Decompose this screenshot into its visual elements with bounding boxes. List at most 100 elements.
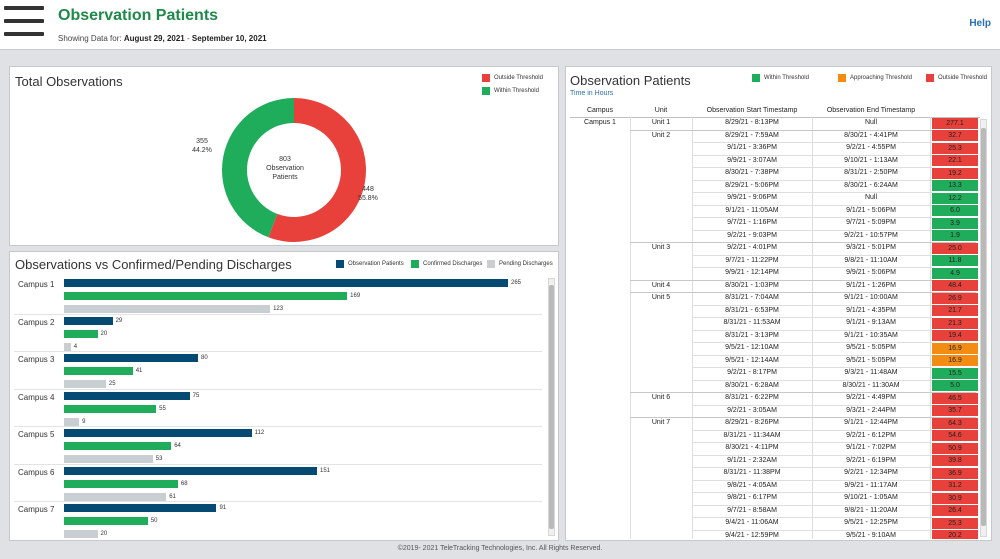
- start-timestamp-cell: 8/29/21 - 8:26PM: [725, 419, 779, 426]
- donut-slice-outside[interactable]: [268, 98, 366, 242]
- hours-cell-within[interactable]: 15.5: [932, 367, 978, 379]
- row-separator: [14, 426, 542, 427]
- hours-cell-outside[interactable]: 22.1: [932, 155, 978, 167]
- bar-chart-scrollbar[interactable]: [548, 278, 555, 536]
- bar-confirmed-discharges-6[interactable]: [64, 479, 178, 488]
- legend-label: Observation Patients: [348, 261, 404, 267]
- col-header-unit[interactable]: Unit: [654, 107, 668, 114]
- obs-table-scrollbar[interactable]: [980, 119, 987, 537]
- header-divider: [570, 117, 980, 118]
- hours-cell-outside[interactable]: 36.9: [932, 467, 978, 479]
- end-timestamp-cell: 8/31/21 - 2:50PM: [844, 169, 898, 176]
- scrollbar-thumb[interactable]: [981, 128, 986, 526]
- bar-pending-discharges-6[interactable]: [64, 492, 167, 501]
- hours-cell-outside[interactable]: 30.9: [932, 492, 978, 504]
- hours-cell-outside[interactable]: 25.0: [932, 242, 978, 254]
- bar-observation-patients-4[interactable]: [64, 391, 190, 400]
- start-timestamp-cell: 8/29/21 - 7:59AM: [725, 131, 779, 139]
- hamburger-menu-icon[interactable]: [4, 6, 44, 36]
- hours-cell-outside[interactable]: 32.7: [932, 130, 978, 142]
- hours-cell-outside[interactable]: 64.3: [932, 417, 978, 429]
- hours-cell-outside[interactable]: 54.6: [932, 430, 978, 442]
- start-timestamp-cell: 9/1/21 - 2:32AM: [727, 456, 777, 464]
- hours-cell-approaching[interactable]: 16.9: [932, 342, 978, 354]
- bar-confirmed-discharges-7[interactable]: [64, 517, 148, 525]
- end-timestamp-cell: 9/2/21 - 6:12PM: [846, 431, 896, 439]
- bar-observation-patients-6[interactable]: [64, 466, 317, 475]
- hours-cell-within[interactable]: 12.2: [932, 192, 978, 204]
- legend-outside: Outside Threshold: [926, 74, 987, 82]
- bar-confirmed-discharges-2[interactable]: [64, 329, 98, 338]
- campus-label: Campus 5: [18, 430, 55, 439]
- bar-pending-discharges-4[interactable]: [64, 417, 80, 426]
- end-timestamp-cell: 9/10/21 - 1:05AM: [844, 494, 898, 501]
- end-timestamp-cell: 8/30/21 - 11:30AM: [842, 381, 900, 389]
- footer-copyright: ©2019- 2021 TeleTracking Technologies, I…: [397, 545, 603, 552]
- start-timestamp-cell: 8/31/21 - 6:53PM: [725, 306, 779, 314]
- hours-cell-outside[interactable]: 21.7: [932, 305, 978, 317]
- donut-slice-within[interactable]: [222, 98, 294, 238]
- hours-cell-within[interactable]: 5.0: [932, 380, 978, 392]
- bar-observation-patients-7[interactable]: [64, 504, 217, 512]
- legend-label: Pending Discharges: [499, 261, 553, 267]
- hours-cell-within[interactable]: 6.0: [932, 205, 978, 217]
- hours-cell-outside[interactable]: 50.9: [932, 442, 978, 454]
- hours-cell-within[interactable]: 13.3: [932, 180, 978, 192]
- bar-pending-discharges-2[interactable]: [64, 342, 71, 351]
- bar-observation-patients-5[interactable]: [64, 429, 252, 437]
- help-link[interactable]: Help: [969, 18, 991, 29]
- unit-divider: [630, 292, 976, 293]
- hours-cell-outside[interactable]: 25.3: [932, 142, 978, 154]
- hours-cell-within[interactable]: 3.9: [932, 217, 978, 229]
- start-timestamp-cell: 8/29/21 - 8:13PM: [725, 119, 779, 126]
- outside-threshold-swatch: [482, 74, 490, 82]
- start-timestamp-cell: 8/30/21 - 6:28AM: [725, 381, 779, 389]
- hours-cell-approaching[interactable]: 16.9: [932, 355, 978, 367]
- hours-cell-within[interactable]: 1.9: [932, 230, 978, 242]
- row-divider: [692, 179, 932, 181]
- bar-observation-patients-3[interactable]: [64, 354, 199, 362]
- hours-cell-outside[interactable]: 19.4: [932, 330, 978, 342]
- hours-cell-outside[interactable]: 26.9: [932, 292, 978, 304]
- hours-cell-outside[interactable]: 20.2: [932, 530, 978, 539]
- end-timestamp-cell: Null: [864, 119, 878, 126]
- bar-confirmed-discharges-5[interactable]: [64, 442, 172, 450]
- total-observations-panel: Total Observations Outside Threshold Wit…: [9, 66, 559, 246]
- bar-pending-discharges-5[interactable]: [64, 455, 153, 463]
- hours-cell-outside[interactable]: 35.7: [932, 405, 978, 417]
- hours-cell-outside[interactable]: 277.1: [932, 117, 978, 129]
- col-header-campus[interactable]: Campus: [586, 107, 614, 114]
- hours-cell-outside[interactable]: 26.4: [932, 505, 978, 517]
- hours-cell-outside[interactable]: 25.3: [932, 517, 978, 529]
- start-timestamp-cell: 9/2/21 - 4:01PM: [727, 244, 777, 251]
- hours-cell-within[interactable]: 11.8: [932, 255, 978, 267]
- bar-observation-patients-1[interactable]: [64, 279, 508, 287]
- hours-cell-outside[interactable]: 19.2: [932, 167, 978, 179]
- scrollbar-thumb[interactable]: [549, 285, 554, 529]
- col-header-end[interactable]: Observation End Timestamp: [826, 107, 916, 114]
- pending-discharges-swatch: [487, 260, 495, 268]
- observation-patients-panel: Observation Patients Time in Hours Withi…: [565, 66, 992, 541]
- bar-confirmed-discharges-3[interactable]: [64, 367, 133, 375]
- hours-cell-within[interactable]: 4.9: [932, 267, 978, 279]
- obs-table-body: Campus 1 Unit 1 8/29/21 - 8:13PM Null 277.1…: [566, 117, 980, 539]
- bar-confirmed-discharges-1[interactable]: [64, 292, 348, 300]
- col-header-start[interactable]: Observation Start Timestamp: [706, 107, 798, 114]
- row-divider: [692, 229, 932, 231]
- hours-cell-outside[interactable]: 46.5: [932, 392, 978, 404]
- end-timestamp-cell: 9/7/21 - 5:09PM: [846, 219, 896, 226]
- hours-cell-outside[interactable]: 48.4: [932, 280, 978, 292]
- bar-pending-discharges-7[interactable]: [64, 530, 98, 538]
- bar-confirmed-discharges-4[interactable]: [64, 404, 157, 413]
- bar-pending-discharges-1[interactable]: [64, 305, 271, 313]
- end-timestamp-cell: 9/3/21 - 2:44PM: [846, 406, 896, 414]
- legend-label: Outside Threshold: [938, 75, 987, 81]
- hours-cell-outside[interactable]: 31.2: [932, 480, 978, 492]
- start-timestamp-cell: 9/2/21 - 9:03PM: [727, 231, 777, 239]
- hours-cell-outside[interactable]: 21.3: [932, 317, 978, 329]
- bar-observation-patients-2[interactable]: [64, 316, 113, 325]
- end-timestamp-cell: 9/1/21 - 1:26PM: [846, 281, 896, 289]
- hours-cell-outside[interactable]: 39.8: [932, 455, 978, 467]
- bar-pending-discharges-3[interactable]: [64, 380, 106, 388]
- legend-within: Within Threshold: [752, 74, 809, 82]
